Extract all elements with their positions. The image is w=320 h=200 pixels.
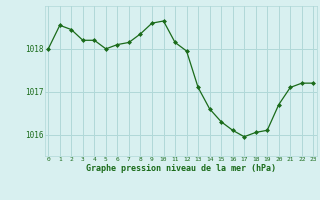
X-axis label: Graphe pression niveau de la mer (hPa): Graphe pression niveau de la mer (hPa) — [86, 164, 276, 173]
